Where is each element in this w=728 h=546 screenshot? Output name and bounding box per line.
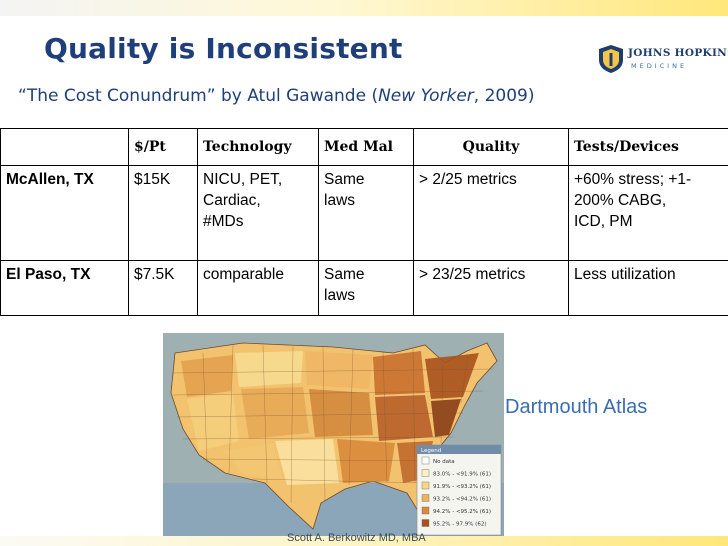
med-mal-line: Same [324, 266, 365, 283]
slide-subtitle: “The Cost Conundrum” by Atul Gawande (Ne… [18, 86, 535, 106]
logo-subtitle: MEDICINE [631, 62, 688, 70]
legend-box [416, 444, 502, 536]
row-quality: > 23/25 metrics [413, 260, 569, 316]
legend-items: No data 83.0% - <91.9% (61) 91.9% - <93.2%… [421, 456, 491, 528]
subtitle-author: by Atul Gawande ( [215, 86, 379, 106]
tests-line: 200% CABG, [574, 192, 667, 209]
legend-title: Legend [421, 448, 441, 454]
table-row: McAllen, TX $15K NICU, PET, Cardiac, #MDs … [0, 165, 728, 261]
region-patch [425, 353, 479, 399]
bottom-gradient-band [0, 536, 728, 546]
subtitle-open-quote: “ [18, 86, 27, 106]
row-med-mal: Same laws [318, 165, 414, 261]
region-patch [431, 399, 461, 437]
region-patch [305, 351, 373, 389]
comparison-table: $/Pt Technology Med Mal Quality Tests/De… [0, 128, 728, 316]
subtitle-article: The Cost Conundrum [26, 86, 207, 106]
tests-line: +60% stress; +1- [574, 171, 692, 188]
region-patch [235, 351, 303, 387]
legend-header [417, 445, 501, 454]
legend-swatch [421, 469, 430, 477]
header-quality: Quality [413, 128, 569, 166]
legend-swatch [421, 519, 430, 527]
row-quality: > 2/25 metrics [413, 165, 569, 261]
map-legend: Legend No data 83.0% - <91.9% (61) 91.9% -… [416, 444, 502, 536]
shield-icon [599, 45, 623, 73]
row-cost: $15K [128, 165, 198, 261]
legend-label: No data [433, 459, 455, 465]
legend-swatch [421, 456, 430, 465]
technology-line: #MDs [203, 213, 244, 230]
logo-name: JOHNS HOPKINS [628, 47, 728, 59]
row-tests-devices: +60% stress; +1- 200% CABG, ICD, PM [568, 165, 728, 261]
table-header-row: $/Pt Technology Med Mal Quality Tests/De… [0, 128, 728, 166]
row-med-mal: Same laws [318, 260, 414, 316]
legend-label: 95.2% - 97.9% (62) [433, 522, 486, 528]
johns-hopkins-logo: JOHNS HOPKINS MEDICINE [598, 44, 728, 74]
footer-author: Scott A. Berkowitz MD, MBA [287, 532, 426, 544]
header-med-mal: Med Mal [318, 128, 414, 166]
region-patch [375, 395, 433, 441]
subtitle-close-quote: ” [206, 86, 216, 106]
legend-label: 91.9% - <93.2% (61) [433, 484, 491, 490]
header-empty [0, 128, 129, 166]
region-patch [187, 393, 239, 451]
legend-label: 94.2% - <95.2% (61) [433, 509, 491, 515]
map-patches [181, 351, 479, 485]
map-region-borders [172, 344, 494, 504]
region-patch [181, 355, 233, 397]
us-quality-map: Legend No data 83.0% - <91.9% (61) 91.9% -… [163, 333, 504, 539]
legend-swatch [421, 494, 430, 502]
row-technology: comparable [197, 260, 319, 316]
row-tests-devices: Less utilization [568, 260, 728, 316]
med-mal-line: laws [324, 287, 356, 304]
slide-title: Quality is Inconsistent [44, 32, 403, 65]
med-mal-line: Same [324, 171, 365, 188]
technology-line: Cardiac, [203, 192, 261, 209]
subtitle-year: , 2009) [473, 86, 535, 106]
row-city: McAllen, TX [0, 165, 129, 261]
map-caption: Dartmouth Atlas [505, 396, 648, 418]
top-gradient-band [0, 0, 728, 16]
table-row: El Paso, TX $7.5K comparable Same laws > … [0, 260, 728, 316]
header-cost: $/Pt [128, 128, 198, 166]
region-patch [373, 351, 425, 395]
legend-swatch [421, 506, 430, 515]
legend-label: 93.2% - <94.2% (61) [433, 497, 491, 503]
legend-swatch [421, 481, 430, 490]
region-patch [309, 389, 373, 437]
region-patch [241, 387, 309, 439]
technology-line: NICU, PET, [203, 171, 283, 188]
header-technology: Technology [197, 128, 319, 166]
row-technology: NICU, PET, Cardiac, #MDs [197, 165, 319, 261]
row-cost: $7.5K [128, 260, 198, 316]
region-patch [275, 439, 339, 485]
region-patch [337, 439, 395, 483]
region-patch [223, 443, 283, 481]
med-mal-line: laws [324, 192, 356, 209]
row-city: El Paso, TX [0, 260, 129, 316]
subtitle-publication: New Yorker [378, 86, 474, 106]
tests-line: ICD, PM [574, 213, 633, 230]
legend-label: 83.0% - <91.9% (61) [433, 472, 491, 478]
header-tests-devices: Tests/Devices [568, 128, 728, 166]
